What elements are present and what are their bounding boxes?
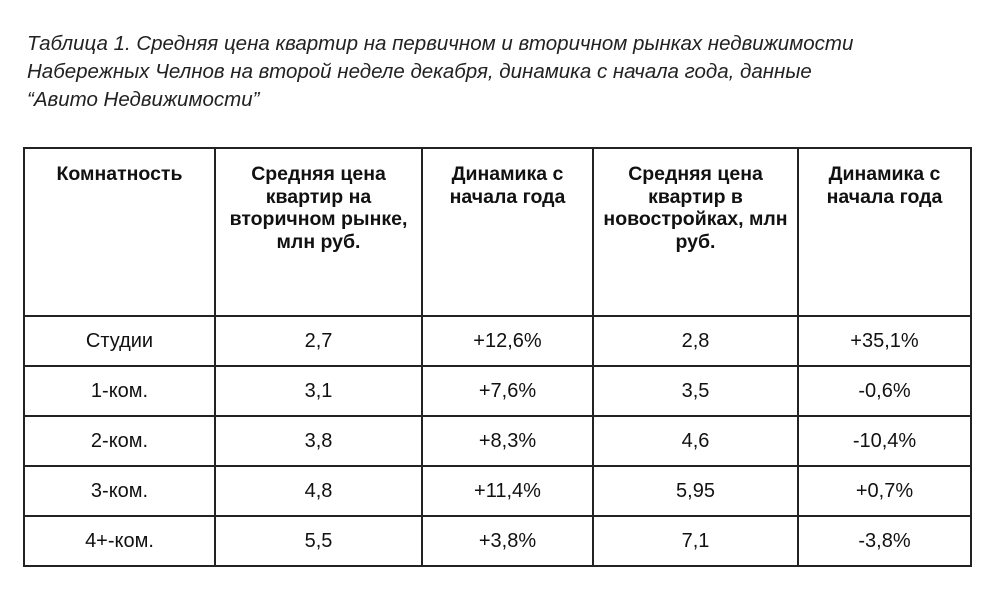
cell-newbuild-price: 4,6	[592, 415, 799, 467]
cell-rooms: 3-ком.	[23, 465, 216, 517]
header-row: Комнатность Средняя цена квартир на втор…	[23, 147, 972, 317]
cell-secondary-price: 4,8	[214, 465, 423, 517]
cell-secondary-dynamics: +8,3%	[421, 415, 594, 467]
cell-secondary-price: 5,5	[214, 515, 423, 567]
table-row: 3-ком. 4,8 +11,4% 5,95 +0,7%	[23, 465, 972, 517]
cell-rooms: 1-ком.	[23, 365, 216, 417]
cell-secondary-dynamics: +12,6%	[421, 315, 594, 367]
table-row: 2-ком. 3,8 +8,3% 4,6 -10,4%	[23, 415, 972, 467]
header-newbuild-dynamics: Динамика с начала года	[797, 147, 972, 317]
cell-newbuild-price: 5,95	[592, 465, 799, 517]
cell-secondary-price: 3,8	[214, 415, 423, 467]
apartment-price-table: Комнатность Средняя цена квартир на втор…	[23, 147, 972, 567]
table-caption: Таблица 1. Средняя цена квартир на перви…	[27, 30, 977, 114]
cell-secondary-price: 3,1	[214, 365, 423, 417]
header-rooms: Комнатность	[23, 147, 216, 317]
cell-newbuild-price: 7,1	[592, 515, 799, 567]
header-newbuild-price: Средняя цена квартир в новостройках, млн…	[592, 147, 799, 317]
cell-rooms: 2-ком.	[23, 415, 216, 467]
caption-line: Набережных Челнов на второй неделе декаб…	[27, 60, 812, 83]
cell-newbuild-price: 2,8	[592, 315, 799, 367]
cell-newbuild-dynamics: -3,8%	[797, 515, 972, 567]
caption-line: Таблица 1. Средняя цена квартир на перви…	[27, 32, 854, 55]
cell-rooms: 4+-ком.	[23, 515, 216, 567]
cell-newbuild-dynamics: +0,7%	[797, 465, 972, 517]
cell-secondary-price: 2,7	[214, 315, 423, 367]
header-secondary-dynamics: Динамика с начала года	[421, 147, 594, 317]
cell-newbuild-dynamics: -0,6%	[797, 365, 972, 417]
cell-secondary-dynamics: +11,4%	[421, 465, 594, 517]
header-secondary-price: Средняя цена квартир на вторичном рынке,…	[214, 147, 423, 317]
cell-newbuild-dynamics: +35,1%	[797, 315, 972, 367]
cell-secondary-dynamics: +3,8%	[421, 515, 594, 567]
table-row: 4+-ком. 5,5 +3,8% 7,1 -3,8%	[23, 515, 972, 567]
cell-secondary-dynamics: +7,6%	[421, 365, 594, 417]
table-row: Студии 2,7 +12,6% 2,8 +35,1%	[23, 315, 972, 367]
table-row: 1-ком. 3,1 +7,6% 3,5 -0,6%	[23, 365, 972, 417]
caption-line: “Авито Недвижимости”	[27, 88, 260, 111]
cell-rooms: Студии	[23, 315, 216, 367]
cell-newbuild-price: 3,5	[592, 365, 799, 417]
cell-newbuild-dynamics: -10,4%	[797, 415, 972, 467]
